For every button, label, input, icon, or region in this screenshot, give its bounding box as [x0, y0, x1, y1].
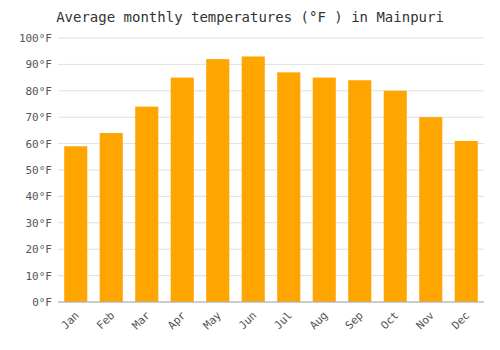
- bar: [384, 91, 407, 302]
- y-tick-label: 60°F: [26, 138, 53, 151]
- grid-line: [58, 90, 484, 91]
- x-tick-label: Oct: [378, 309, 401, 332]
- bar: [135, 107, 158, 302]
- y-tick-label: 50°F: [26, 164, 53, 177]
- title: Average monthly temperatures (°F ) in Ma…: [56, 9, 444, 25]
- x-tick-label: Apr: [165, 309, 189, 333]
- x-tick-label: May: [201, 309, 225, 333]
- y-tick-label: 70°F: [26, 111, 53, 124]
- grid-line: [58, 38, 484, 39]
- chart-container: Average monthly temperatures (°F ) in Ma…: [0, 0, 500, 350]
- bar: [206, 59, 229, 302]
- x-tick-label: Jul: [272, 309, 295, 332]
- bar: [64, 146, 87, 302]
- y-tick-label: 30°F: [26, 217, 53, 230]
- bar: [419, 117, 442, 302]
- grid: [58, 38, 484, 302]
- bar: [277, 72, 300, 302]
- x-tick-label: Jan: [59, 309, 82, 332]
- x-tick-label: Mar: [130, 309, 154, 333]
- y-axis: 0°F 10°F 20°F 30°F 40°F 50°F 60°F 70°F 80°F 90°F 1…: [19, 32, 52, 309]
- x-axis: Jan Feb Mar Apr May Jun Jul Aug Sep Oct Nov Dec: [58, 302, 484, 332]
- chart: Average monthly temperatures (°F ) in Ma…: [0, 0, 500, 350]
- bar: [348, 80, 371, 302]
- y-tick-label: 80°F: [26, 85, 53, 98]
- y-tick-label: 10°F: [26, 270, 53, 283]
- y-tick-label: 20°F: [26, 243, 53, 256]
- y-tick-label: 100°F: [19, 32, 52, 45]
- bar: [313, 78, 336, 302]
- grid-line: [58, 64, 484, 65]
- y-tick-label: 90°F: [26, 58, 53, 71]
- x-axis-line: [58, 302, 484, 303]
- x-tick-label: Dec: [449, 309, 472, 332]
- grid-line: [58, 302, 484, 303]
- x-tick-label: Sep: [343, 309, 366, 332]
- x-tick-label: Jun: [236, 309, 259, 332]
- bar: [455, 141, 478, 302]
- y-tick-label: 0°F: [32, 296, 52, 309]
- x-tick-label: Nov: [414, 309, 438, 333]
- bar: [171, 78, 194, 302]
- x-tick-label: Aug: [307, 309, 330, 332]
- bars: [64, 56, 478, 302]
- x-tick-label: Feb: [94, 309, 117, 332]
- bar: [100, 133, 123, 302]
- y-tick-label: 40°F: [26, 190, 53, 203]
- bar: [242, 56, 265, 302]
